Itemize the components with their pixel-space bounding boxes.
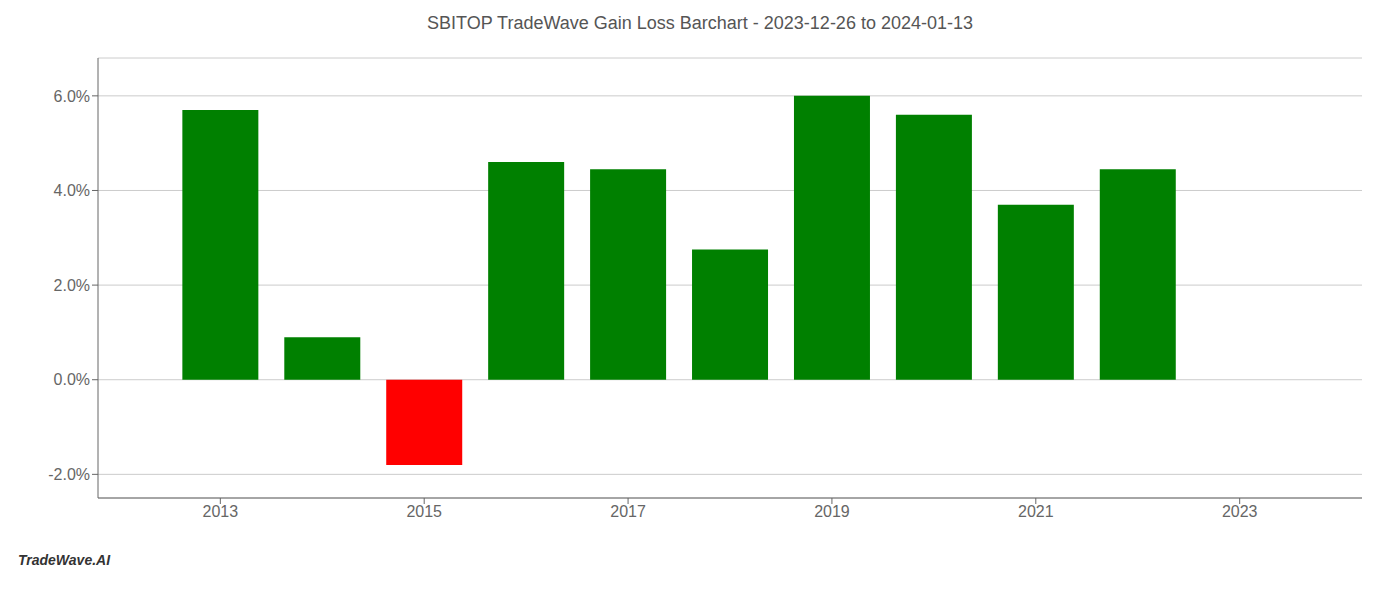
- svg-text:2015: 2015: [406, 503, 442, 520]
- svg-text:2017: 2017: [610, 503, 646, 520]
- svg-text:-2.0%: -2.0%: [48, 466, 90, 483]
- svg-text:0.0%: 0.0%: [54, 371, 90, 388]
- svg-text:2013: 2013: [203, 503, 239, 520]
- svg-text:6.0%: 6.0%: [54, 88, 90, 105]
- svg-text:2023: 2023: [1222, 503, 1258, 520]
- svg-text:2.0%: 2.0%: [54, 277, 90, 294]
- svg-text:2021: 2021: [1018, 503, 1054, 520]
- html-text:TradeWave.AI: TradeWave.AI: [18, 552, 111, 568]
- html-text:SBITOP TradeWave Gain Loss Bar: SBITOP TradeWave Gain Loss Barchart - 20…: [427, 13, 973, 33]
- svg-text:2019: 2019: [814, 503, 850, 520]
- svg-text:4.0%: 4.0%: [54, 182, 90, 199]
